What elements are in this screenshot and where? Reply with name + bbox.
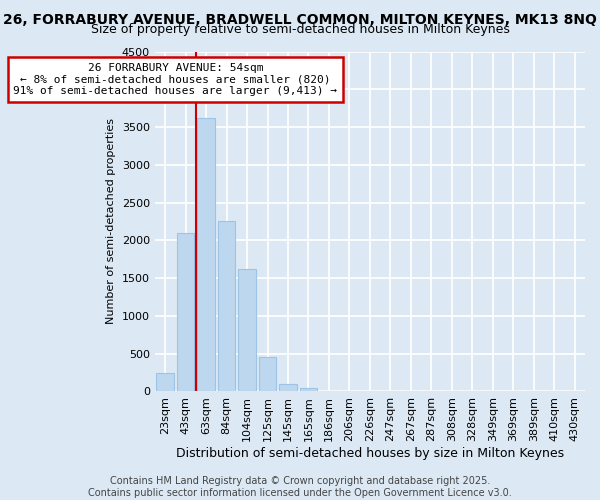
- Bar: [238, 269, 256, 392]
- Bar: [218, 222, 235, 392]
- Text: 26, FORRABURY AVENUE, BRADWELL COMMON, MILTON KEYNES, MK13 8NQ: 26, FORRABURY AVENUE, BRADWELL COMMON, M…: [3, 12, 597, 26]
- Text: 26 FORRABURY AVENUE: 54sqm
← 8% of semi-detached houses are smaller (820)
91% of: 26 FORRABURY AVENUE: 54sqm ← 8% of semi-…: [13, 63, 337, 96]
- Text: Size of property relative to semi-detached houses in Milton Keynes: Size of property relative to semi-detach…: [91, 22, 509, 36]
- Bar: [197, 118, 215, 392]
- Bar: [300, 388, 317, 392]
- X-axis label: Distribution of semi-detached houses by size in Milton Keynes: Distribution of semi-detached houses by …: [176, 447, 564, 460]
- Bar: [177, 233, 194, 392]
- Y-axis label: Number of semi-detached properties: Number of semi-detached properties: [106, 118, 116, 324]
- Text: Contains HM Land Registry data © Crown copyright and database right 2025.
Contai: Contains HM Land Registry data © Crown c…: [88, 476, 512, 498]
- Bar: [279, 384, 297, 392]
- Bar: [259, 358, 276, 392]
- Bar: [320, 390, 338, 392]
- Bar: [157, 372, 174, 392]
